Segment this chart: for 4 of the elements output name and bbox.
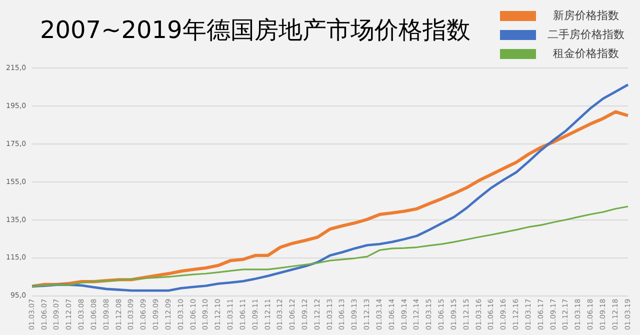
legend-label: 新房价格指数 [552, 8, 620, 23]
legend-label: 租金价格指数 [552, 46, 620, 61]
legend-label: 二手房价格指数 [546, 27, 626, 42]
chart-title: 2007~2019年德国房地产市场价格指数 [40, 15, 470, 46]
